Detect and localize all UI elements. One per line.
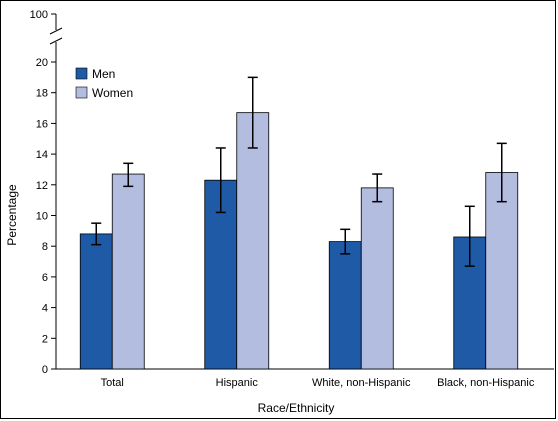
error-bars xyxy=(91,76,507,267)
legend-swatch-men xyxy=(75,67,88,80)
legend-label-women: Women xyxy=(92,86,133,100)
legend: Men Women xyxy=(75,67,133,100)
y-tick-label: 2 xyxy=(42,333,48,345)
bar-women xyxy=(236,112,270,370)
y-tick-label: 4 xyxy=(42,303,48,315)
bar-men xyxy=(328,241,362,370)
y-axis-title: Percentage xyxy=(5,184,19,246)
legend-label-men: Men xyxy=(92,67,115,81)
bar-women xyxy=(111,173,145,370)
x-tick-label: Total xyxy=(101,377,124,389)
y-tick-label: 18 xyxy=(36,88,48,100)
x-axis-title: Race/Ethnicity xyxy=(258,401,335,415)
x-tick-label: Black, non-Hispanic xyxy=(437,377,535,389)
y-axis: 100 0 2 4 6 8 10 12 14 16 18 20 xyxy=(30,9,63,376)
bar-women xyxy=(360,187,394,370)
y-tick-label: 16 xyxy=(36,118,48,130)
legend-swatch-women xyxy=(75,86,88,99)
y-tick-label: 20 xyxy=(36,57,48,69)
y-tick-label: 6 xyxy=(42,272,48,284)
x-tick-label: White, non-Hispanic xyxy=(312,377,411,389)
y-tick-label: 12 xyxy=(36,180,48,192)
y-tick-label: 100 xyxy=(30,9,48,21)
y-tick-label: 0 xyxy=(42,364,48,376)
bar-men xyxy=(79,233,113,370)
y-tick-label: 8 xyxy=(42,241,48,253)
axis-break-mark xyxy=(49,27,63,35)
bar-women xyxy=(485,172,519,370)
axis-break-mark xyxy=(49,37,63,45)
y-tick-label: 10 xyxy=(36,211,48,223)
x-axis: Total Hispanic White, non-Hispanic Black, n… xyxy=(56,368,554,389)
x-tick-label: Hispanic xyxy=(216,377,259,389)
bars xyxy=(79,112,519,370)
y-tick-label: 14 xyxy=(36,149,48,161)
